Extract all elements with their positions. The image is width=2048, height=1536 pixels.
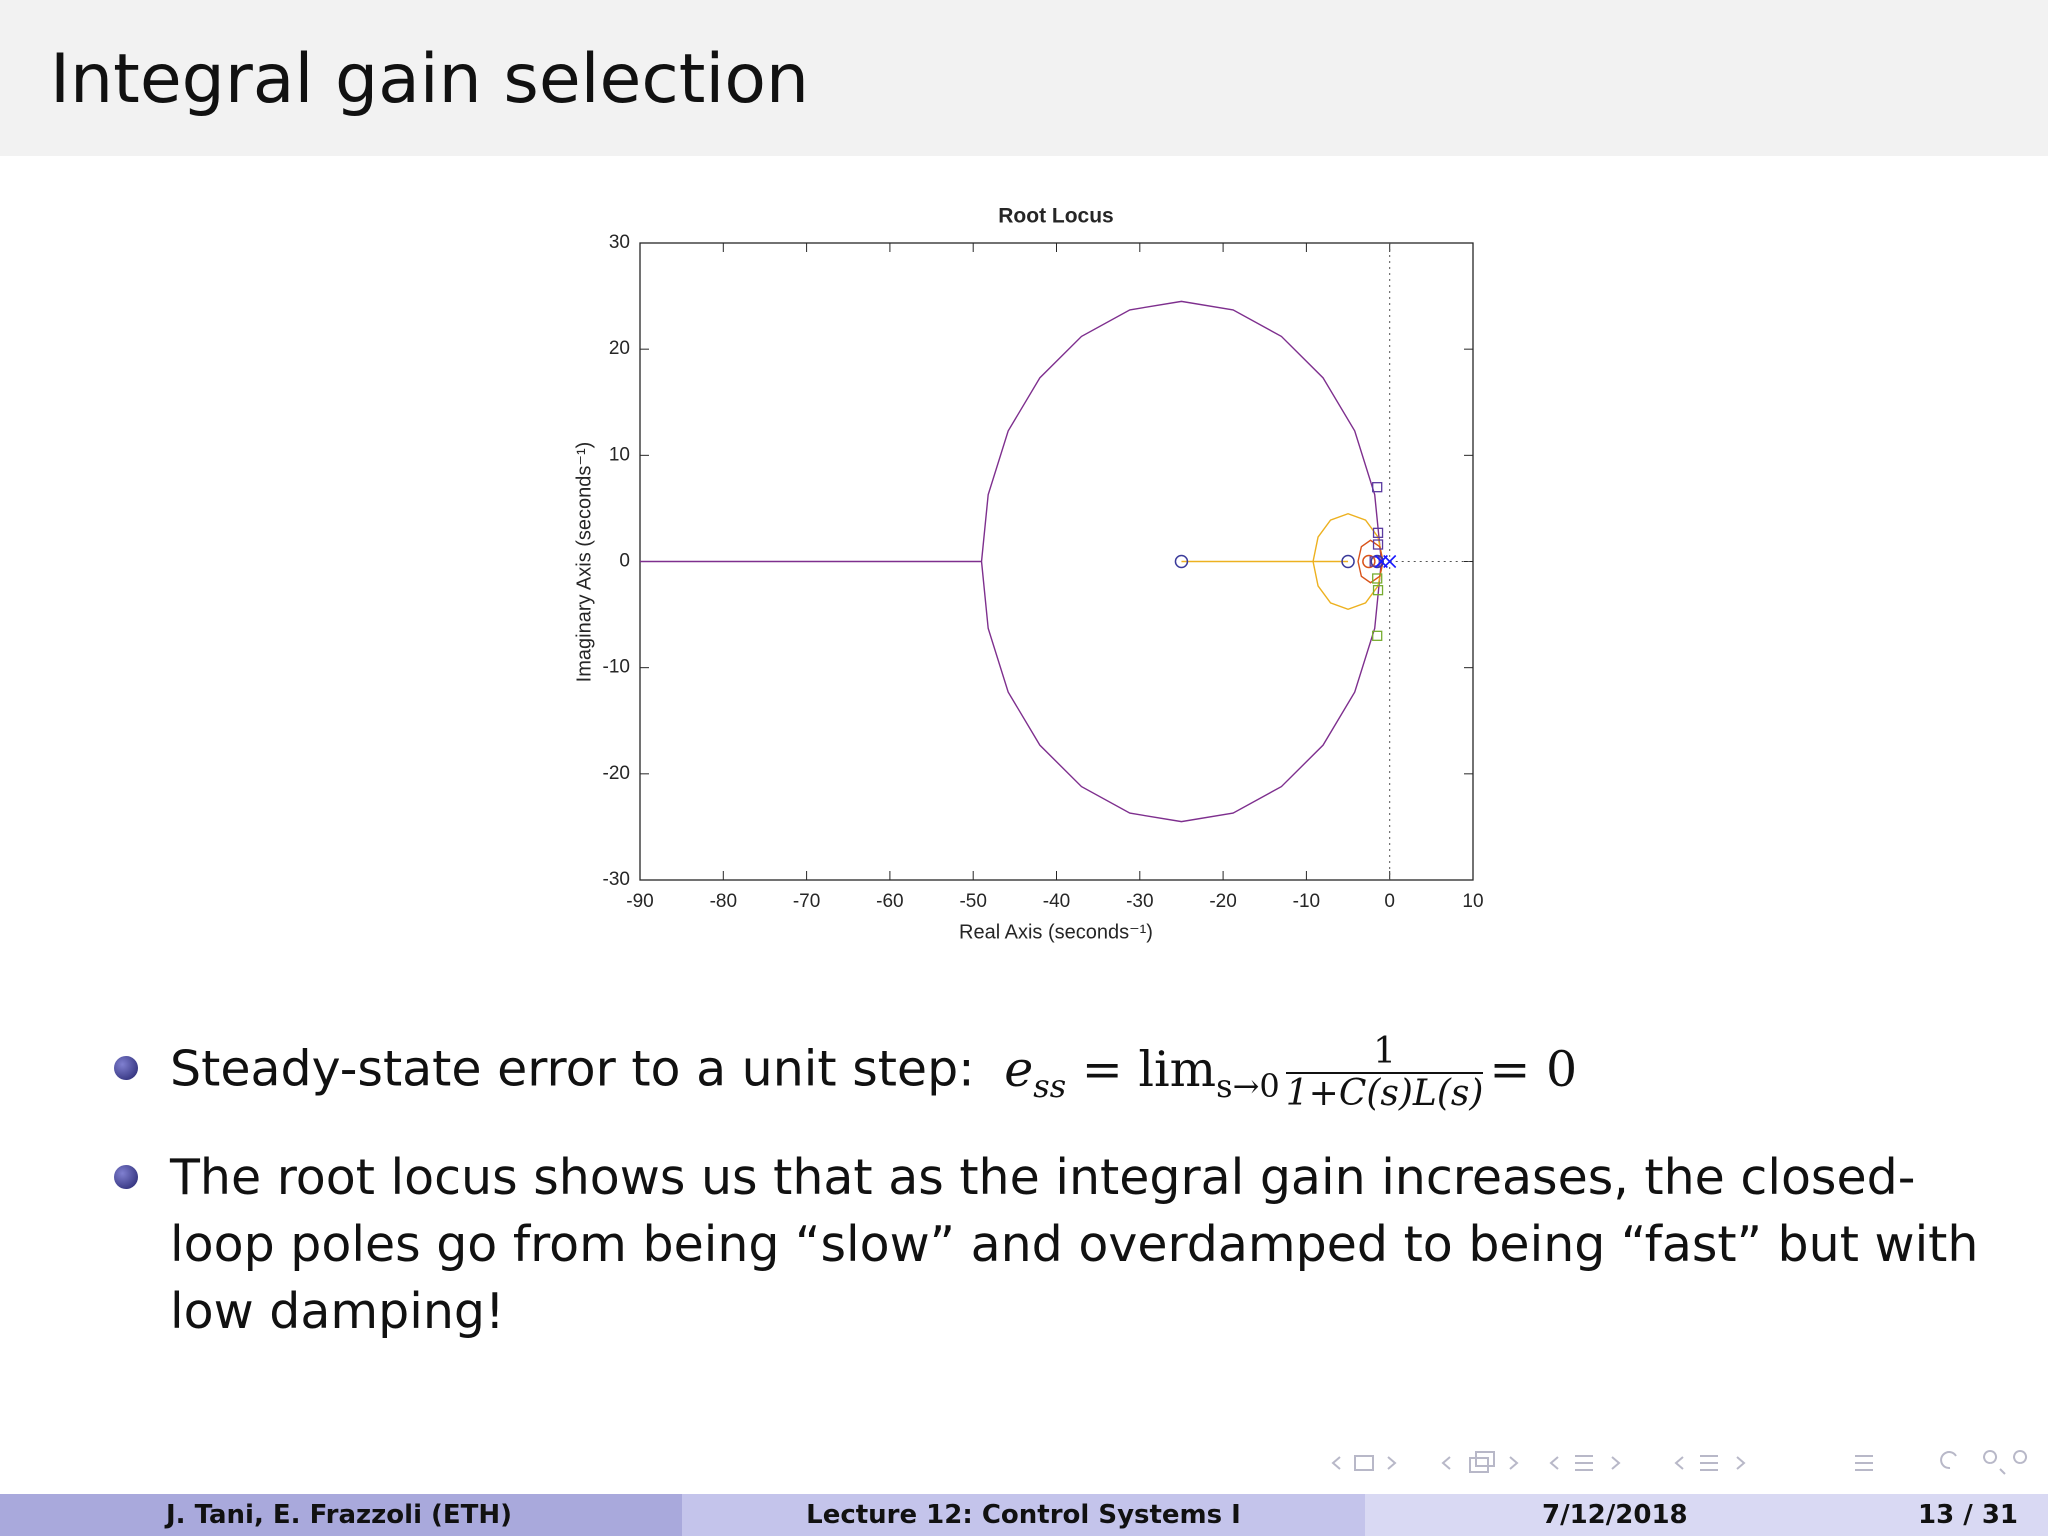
footer: J. Tani, E. Frazzoli (ETH) Lecture 12: C… bbox=[0, 1494, 2048, 1536]
header: Integral gain selection bbox=[0, 0, 2048, 156]
formula: ess = lims→0 1 1+C(s)L(s) = 0 bbox=[1004, 1032, 1578, 1114]
x-axis-label: Real Axis (seconds⁻¹) bbox=[959, 921, 1153, 943]
y-tick-label: 10 bbox=[609, 444, 630, 465]
footer-authors: J. Tani, E. Frazzoli (ETH) bbox=[166, 1500, 513, 1530]
chart: Root Locus Real Axis (seconds⁻¹) Imagina… bbox=[573, 205, 1483, 944]
footer-right: 7/12/2018 13 / 31 bbox=[1365, 1494, 2048, 1536]
y-tick-label: -10 bbox=[603, 657, 630, 678]
zero-marker bbox=[1341, 554, 1355, 569]
bullet-text: Steady-state error to a unit step: bbox=[170, 1040, 975, 1098]
footer-center: Lecture 12: Control Systems I bbox=[682, 1494, 1365, 1536]
y-tick-label: 0 bbox=[619, 551, 630, 572]
locus-line bbox=[1181, 512, 1384, 611]
closed-loop-pole bbox=[1372, 539, 1384, 550]
closed-loop-pole bbox=[1369, 556, 1380, 567]
footer-page: 13 / 31 bbox=[1918, 1500, 2018, 1530]
zero-marker bbox=[1362, 554, 1376, 569]
pole-marker bbox=[1374, 554, 1388, 569]
chart-title: Root Locus bbox=[998, 205, 1114, 228]
bullet-text: The root locus shows us that as the inte… bbox=[170, 1149, 1979, 1340]
math: = 0 bbox=[1489, 1040, 1578, 1098]
footer-date: 7/12/2018 bbox=[1542, 1500, 1688, 1530]
bullet: Steady-state error to a unit step: ess =… bbox=[170, 1032, 1980, 1119]
math: e bbox=[1004, 1040, 1034, 1098]
locus-line bbox=[1357, 539, 1384, 584]
y-tick-label: -30 bbox=[603, 869, 630, 890]
math: = lim bbox=[1081, 1040, 1217, 1098]
x-tick-label: -70 bbox=[793, 891, 820, 912]
closed-loop-pole bbox=[1372, 573, 1383, 584]
x-tick-label: -60 bbox=[876, 891, 903, 912]
x-tick-label: -50 bbox=[959, 891, 986, 912]
closed-loop-pole bbox=[1372, 585, 1384, 596]
x-tick-label: -10 bbox=[1293, 891, 1320, 912]
zero-marker bbox=[1174, 554, 1189, 569]
x-tick-label: -40 bbox=[1043, 891, 1070, 912]
locus-line bbox=[640, 300, 1383, 823]
math: 1 bbox=[1373, 1031, 1397, 1072]
y-tick-label: 30 bbox=[609, 232, 630, 253]
closed-loop-pole bbox=[1372, 482, 1383, 493]
fraction: 1 1+C(s)L(s) bbox=[1285, 1031, 1484, 1114]
y-tick-label: -20 bbox=[603, 763, 630, 784]
footer-left: J. Tani, E. Frazzoli (ETH) bbox=[0, 1494, 682, 1536]
closed-loop-pole bbox=[1372, 630, 1383, 641]
x-tick-label: 0 bbox=[1384, 891, 1395, 912]
slide-title: Integral gain selection bbox=[50, 40, 810, 119]
x-tick-label: -80 bbox=[710, 891, 737, 912]
x-tick-label: 10 bbox=[1462, 891, 1483, 912]
footer-lecture: Lecture 12: Control Systems I bbox=[806, 1500, 1241, 1530]
closed-loop-pole bbox=[1372, 527, 1384, 538]
math: s→0 bbox=[1216, 1066, 1280, 1105]
x-tick-label: -20 bbox=[1209, 891, 1236, 912]
bullet: The root locus shows us that as the inte… bbox=[170, 1144, 1980, 1345]
y-tick-label: 20 bbox=[609, 338, 630, 359]
math: ss bbox=[1033, 1066, 1067, 1105]
bullet-icon bbox=[114, 1165, 138, 1189]
math: 1+C(s)L(s) bbox=[1285, 1072, 1484, 1114]
bullet-icon bbox=[114, 1056, 138, 1080]
navigation-icons bbox=[1331, 1450, 2028, 1475]
y-axis-label: Imaginary Axis (seconds⁻¹) bbox=[573, 442, 595, 683]
x-tick-label: -30 bbox=[1126, 891, 1153, 912]
zero-marker bbox=[1370, 554, 1384, 569]
x-tick-label: -90 bbox=[626, 891, 653, 912]
